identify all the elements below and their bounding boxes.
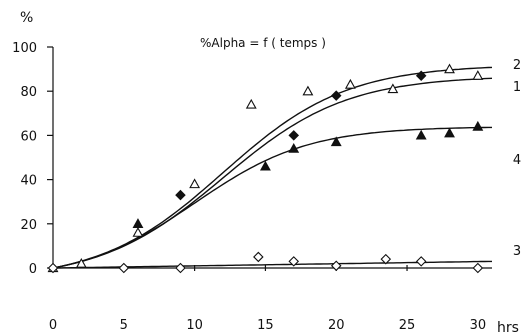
y-axis-unit: %	[20, 10, 33, 26]
chart-title: %Alpha = f ( temps )	[200, 36, 326, 50]
data-point-series-1	[288, 130, 300, 141]
series-tag-1: 1	[513, 80, 521, 95]
y-tick-label: 20	[20, 218, 37, 233]
series-tag-3: 3	[513, 244, 521, 259]
axes: 0 20 40 60 80 100 0 5 10 15 20 25 30	[12, 41, 492, 333]
fit-curve-3	[52, 260, 492, 269]
x-tick-label: 15	[257, 318, 274, 333]
data-point-series-2	[387, 83, 399, 94]
data-point-series-2	[189, 178, 201, 189]
data-point-series-4	[330, 136, 342, 147]
data-point-series-4	[444, 127, 455, 138]
data-point-series-1	[415, 70, 427, 82]
y-tick-label: 80	[20, 85, 37, 100]
x-tick-label: 25	[399, 318, 416, 333]
data-point-series-3	[330, 260, 342, 272]
data-point-series-4	[259, 160, 271, 171]
x-tick-label: 0	[49, 318, 57, 333]
data-point-series-2	[472, 70, 484, 80]
data-point-series-4	[288, 143, 300, 153]
fit-curve-1	[52, 77, 493, 269]
data-point-series-2	[444, 63, 455, 74]
data-point-series-2	[132, 227, 144, 237]
x-tick-label: 30	[470, 318, 487, 333]
data-point-series-3	[288, 256, 300, 267]
series-tag-4: 4	[513, 153, 521, 168]
data-point-series-4	[415, 129, 427, 140]
x-tick-label: 5	[120, 318, 128, 333]
data-point-series-2	[344, 78, 356, 89]
data-point-series-2	[75, 257, 87, 268]
data-point-series-2	[245, 98, 257, 109]
data-point-series-3	[175, 262, 186, 274]
y-tick-label: 100	[12, 41, 37, 56]
y-tick-label: 0	[29, 262, 37, 277]
series-tags: 1 2 4 3	[513, 58, 521, 259]
data-markers	[47, 63, 484, 274]
data-point-series-3	[253, 251, 264, 263]
data-point-series-1	[330, 90, 342, 101]
data-point-series-3	[472, 262, 484, 274]
x-tick-label: 10	[186, 318, 203, 333]
fit-curve-2	[52, 66, 493, 269]
fit-curves	[52, 66, 493, 269]
data-point-series-3	[47, 262, 59, 274]
series-tag-2: 2	[513, 58, 521, 73]
data-point-series-4	[132, 218, 144, 228]
data-point-series-2	[302, 85, 314, 96]
y-tick-label: 60	[20, 129, 37, 144]
x-tick-label: 20	[328, 318, 345, 333]
data-point-series-3	[118, 262, 130, 274]
data-point-series-3	[415, 256, 427, 267]
fit-curve-4	[52, 126, 492, 269]
y-tick-label: 40	[20, 174, 37, 189]
data-point-series-3	[380, 253, 392, 265]
data-point-series-1	[175, 189, 186, 201]
x-axis-unit: hrs	[497, 320, 519, 335]
data-point-series-4	[472, 120, 484, 131]
